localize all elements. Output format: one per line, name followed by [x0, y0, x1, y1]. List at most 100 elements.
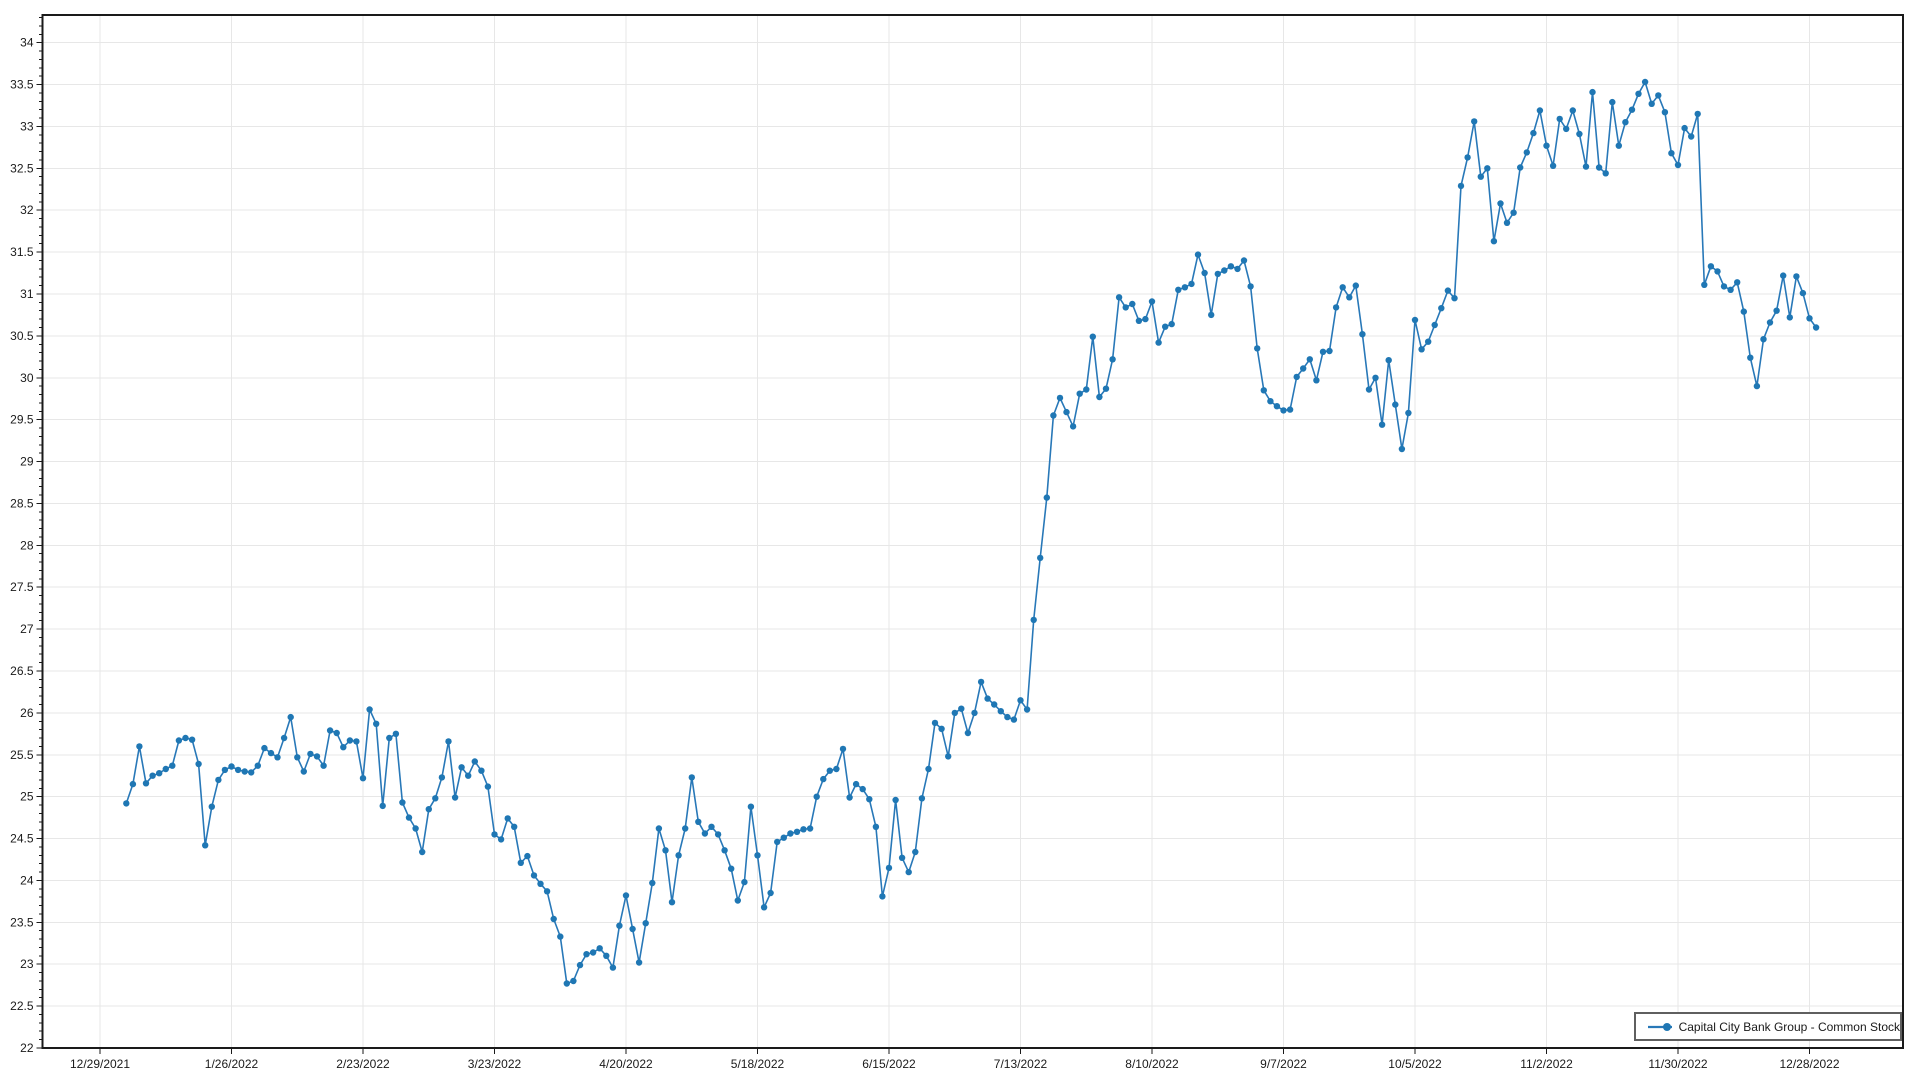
data-point-marker	[1037, 554, 1044, 562]
data-point-marker	[1569, 107, 1577, 114]
data-point-marker	[287, 713, 294, 721]
data-point-marker	[221, 766, 229, 774]
y-tick-label: 24	[20, 873, 34, 887]
data-point-marker	[872, 823, 880, 830]
data-point-marker	[557, 933, 564, 940]
data-point-marker	[1056, 394, 1064, 402]
data-point-marker	[984, 695, 991, 702]
data-point-marker	[1010, 716, 1018, 723]
data-point-marker	[1267, 398, 1274, 405]
data-point-marker	[1793, 273, 1800, 280]
data-point-marker	[1674, 161, 1682, 169]
data-point-marker	[1221, 267, 1228, 274]
data-point-marker	[898, 854, 906, 861]
data-point-marker	[1129, 300, 1136, 308]
y-tick-label: 28	[20, 538, 34, 552]
data-point-marker	[668, 899, 676, 906]
data-point-marker	[1418, 346, 1425, 353]
data-point-marker	[419, 848, 426, 856]
data-point-marker	[1405, 409, 1412, 417]
data-point-marker	[392, 730, 400, 737]
data-point-marker	[1089, 333, 1097, 340]
data-point-marker	[1286, 406, 1294, 413]
data-point-marker	[182, 734, 189, 742]
x-tick-label: 3/23/2022	[468, 1057, 522, 1071]
data-point-marker	[1773, 307, 1780, 314]
data-point-marker	[1148, 298, 1156, 305]
data-point-marker	[1635, 90, 1642, 98]
data-point-marker	[1043, 494, 1051, 501]
data-point-marker	[662, 847, 669, 854]
data-point-marker	[267, 749, 275, 757]
data-point-marker	[1661, 109, 1669, 116]
data-point-marker	[123, 800, 130, 807]
x-tick-label: 4/20/2022	[599, 1057, 653, 1071]
data-point-marker	[1102, 385, 1110, 392]
data-point-marker	[793, 828, 801, 835]
data-point-marker	[458, 764, 465, 771]
data-point-marker	[1306, 356, 1314, 363]
data-point-marker	[1339, 284, 1346, 291]
data-point-marker	[1648, 100, 1655, 108]
data-point-marker	[1398, 445, 1406, 453]
data-point-marker	[826, 767, 833, 774]
y-tick-label: 23.5	[10, 915, 34, 929]
y-axis: 22 22.5 23 23.5 24 24.5 25 25.5 26 26.5 27 27.5 28 28…	[10, 17, 43, 1055]
data-point-marker	[1471, 118, 1478, 125]
data-point-marker	[1589, 88, 1596, 96]
legend-line-marker-icon	[1648, 1022, 1672, 1031]
x-tick-label: 8/10/2022	[1125, 1057, 1179, 1071]
data-point-marker	[1115, 294, 1123, 301]
data-point-marker	[432, 795, 439, 802]
data-point-marker	[1747, 354, 1754, 361]
data-point-marker	[465, 772, 472, 779]
data-point-marker	[340, 744, 347, 751]
data-point-marker	[747, 803, 755, 810]
data-point-marker	[1602, 170, 1609, 177]
data-point-marker	[1378, 421, 1386, 428]
data-point-marker	[1707, 263, 1715, 270]
data-point-marker	[1714, 268, 1721, 275]
data-point-marker	[833, 765, 840, 773]
y-tick-label: 29	[20, 455, 34, 469]
data-point-marker	[1431, 321, 1438, 329]
data-point-marker	[964, 729, 972, 737]
data-point-marker	[576, 961, 584, 969]
data-point-marker	[1030, 616, 1037, 624]
data-point-marker	[162, 765, 169, 773]
data-point-marker	[938, 725, 945, 732]
data-point-marker	[1385, 357, 1392, 364]
data-point-marker	[820, 775, 827, 783]
data-point-marker	[1760, 336, 1767, 343]
y-tick-label: 22	[20, 1041, 34, 1055]
y-tick-label: 27	[20, 622, 34, 636]
data-point-marker	[695, 818, 702, 825]
data-point-marker	[1510, 209, 1517, 216]
series-markers	[123, 78, 1820, 987]
y-tick-label: 30.5	[10, 329, 34, 343]
legend[interactable]: Capital City Bank Group - Common Stock	[1634, 1012, 1902, 1041]
data-point-marker	[1069, 423, 1077, 430]
data-point-marker	[1135, 317, 1143, 324]
data-point-marker	[1701, 281, 1708, 288]
data-point-marker	[1595, 164, 1603, 171]
data-point-marker	[307, 750, 314, 758]
data-point-marker	[1563, 125, 1570, 133]
data-point-marker	[1681, 124, 1688, 132]
y-tick-label: 25	[20, 790, 34, 804]
data-point-marker	[1799, 289, 1807, 297]
data-point-marker	[1497, 200, 1504, 207]
data-point-marker	[386, 734, 393, 742]
data-point-marker	[241, 768, 248, 775]
data-point-marker	[1503, 219, 1511, 226]
data-point-marker	[1615, 142, 1623, 149]
data-point-marker	[1214, 270, 1222, 278]
y-tick-label: 26	[20, 706, 34, 720]
data-point-marker	[1227, 263, 1235, 270]
data-point-marker	[1076, 390, 1083, 397]
data-point-marker	[787, 830, 794, 837]
x-tick-label: 2/23/2022	[336, 1057, 390, 1071]
data-point-marker	[1063, 408, 1070, 416]
data-point-marker	[280, 734, 288, 742]
